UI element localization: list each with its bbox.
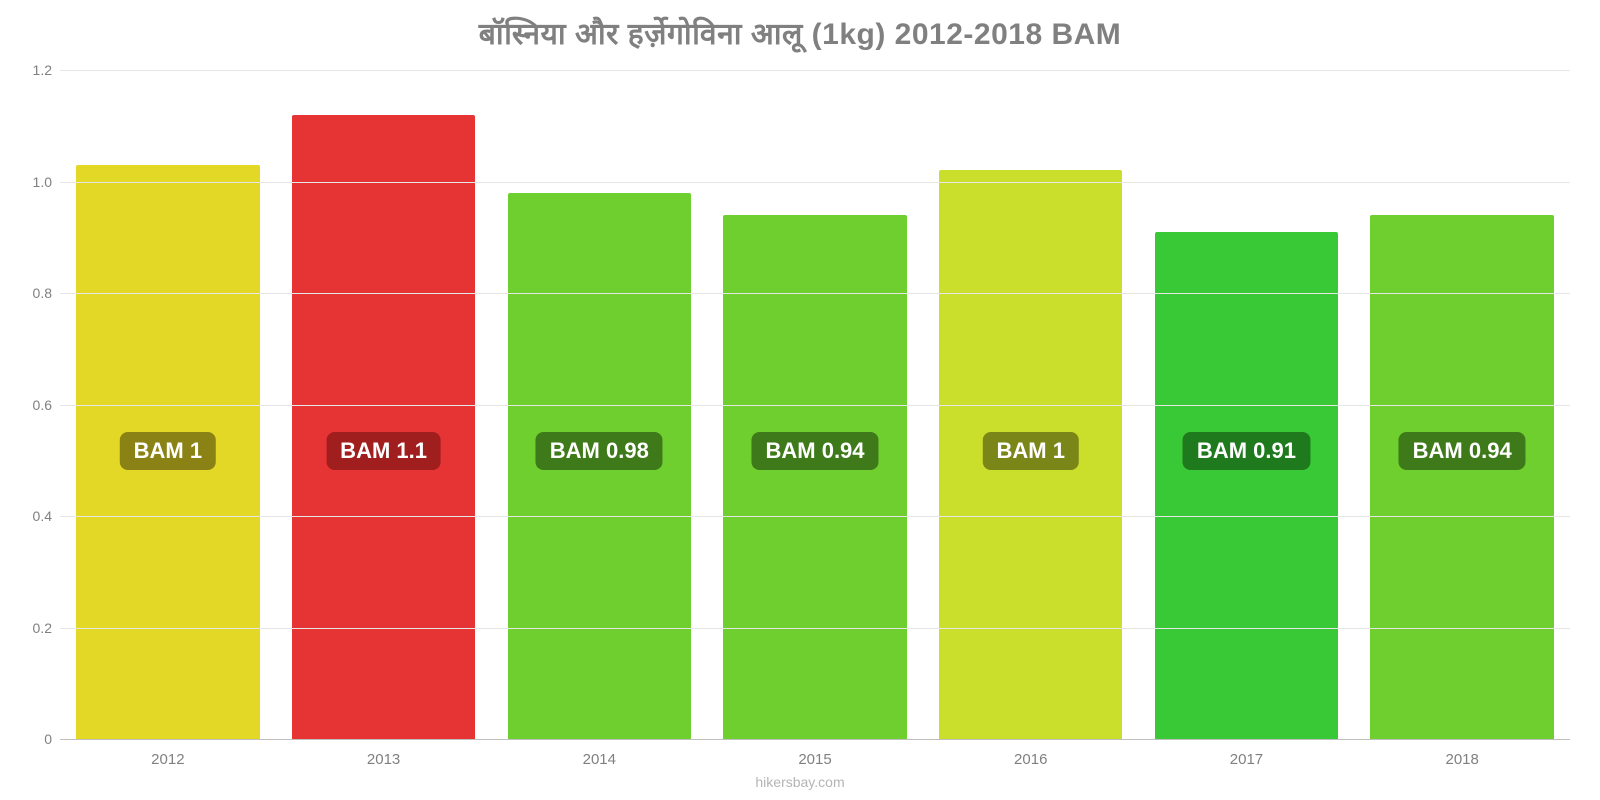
y-tick-label: 0.8 — [12, 285, 52, 301]
plot-area: BAM 1 BAM 1.1 BAM 0.98 BAM 0.94 BAM 1 BAM 0.9… — [60, 70, 1570, 740]
value-badge: BAM 0.91 — [1183, 432, 1310, 470]
value-badge: BAM 1.1 — [326, 432, 441, 470]
y-tick-label: 0 — [12, 731, 52, 747]
x-tick-label: 2016 — [923, 751, 1139, 768]
value-badge: BAM 1 — [120, 432, 216, 470]
grid-line — [60, 70, 1570, 71]
watermark: hikersbay.com — [0, 774, 1600, 790]
x-tick-label: 2015 — [707, 751, 923, 768]
y-tick-label: 1.0 — [12, 174, 52, 190]
x-tick-label: 2014 — [491, 751, 707, 768]
x-tick-label: 2012 — [60, 751, 276, 768]
bar — [292, 115, 475, 739]
x-axis-labels: 2012201320142015201620172018 — [60, 751, 1570, 768]
x-tick-label: 2017 — [1139, 751, 1355, 768]
grid-line — [60, 405, 1570, 406]
y-tick-label: 0.4 — [12, 508, 52, 524]
grid-line — [60, 182, 1570, 183]
value-badge: BAM 1 — [983, 432, 1079, 470]
x-tick-label: 2013 — [276, 751, 492, 768]
bar-chart: बॉस्निया और हर्ज़ेगोविना आलू (1kg) 2012-… — [0, 0, 1600, 800]
value-badge: BAM 0.94 — [751, 432, 878, 470]
bar — [1155, 232, 1338, 739]
y-tick-label: 0.6 — [12, 397, 52, 413]
grid-line — [60, 516, 1570, 517]
value-badge: BAM 0.98 — [536, 432, 663, 470]
value-badge: BAM 0.94 — [1399, 432, 1526, 470]
grid-line — [60, 293, 1570, 294]
grid-line — [60, 628, 1570, 629]
y-tick-label: 1.2 — [12, 62, 52, 78]
chart-title: बॉस्निया और हर्ज़ेगोविना आलू (1kg) 2012-… — [0, 12, 1600, 53]
x-tick-label: 2018 — [1354, 751, 1570, 768]
y-tick-label: 0.2 — [12, 620, 52, 636]
